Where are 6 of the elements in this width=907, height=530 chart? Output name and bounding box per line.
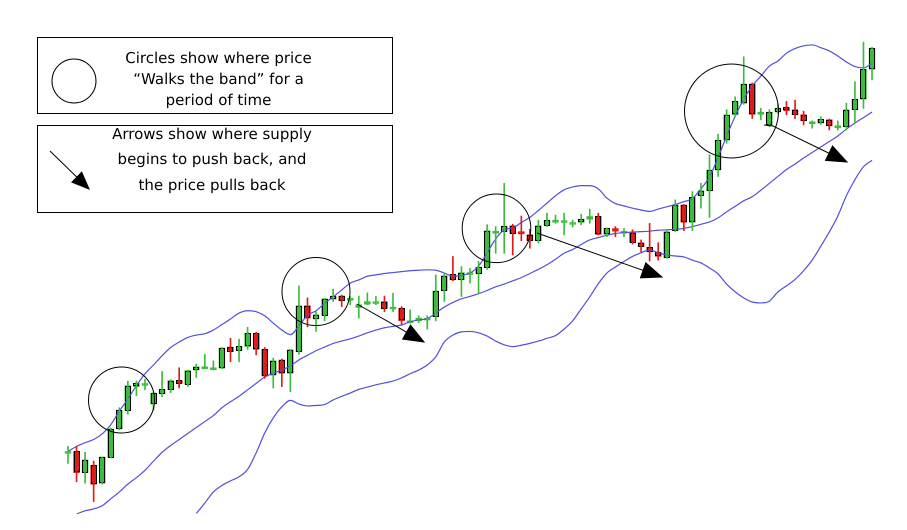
annotation: Circles show where price “Walks the band” for a period of time [124,48,313,110]
candlestick [64,446,72,464]
candlestick [372,296,380,306]
annotation: Arrows show where supply begins to push back, and the price pulls back [111,124,313,196]
candlestick [569,220,576,228]
candlestick [390,292,396,312]
